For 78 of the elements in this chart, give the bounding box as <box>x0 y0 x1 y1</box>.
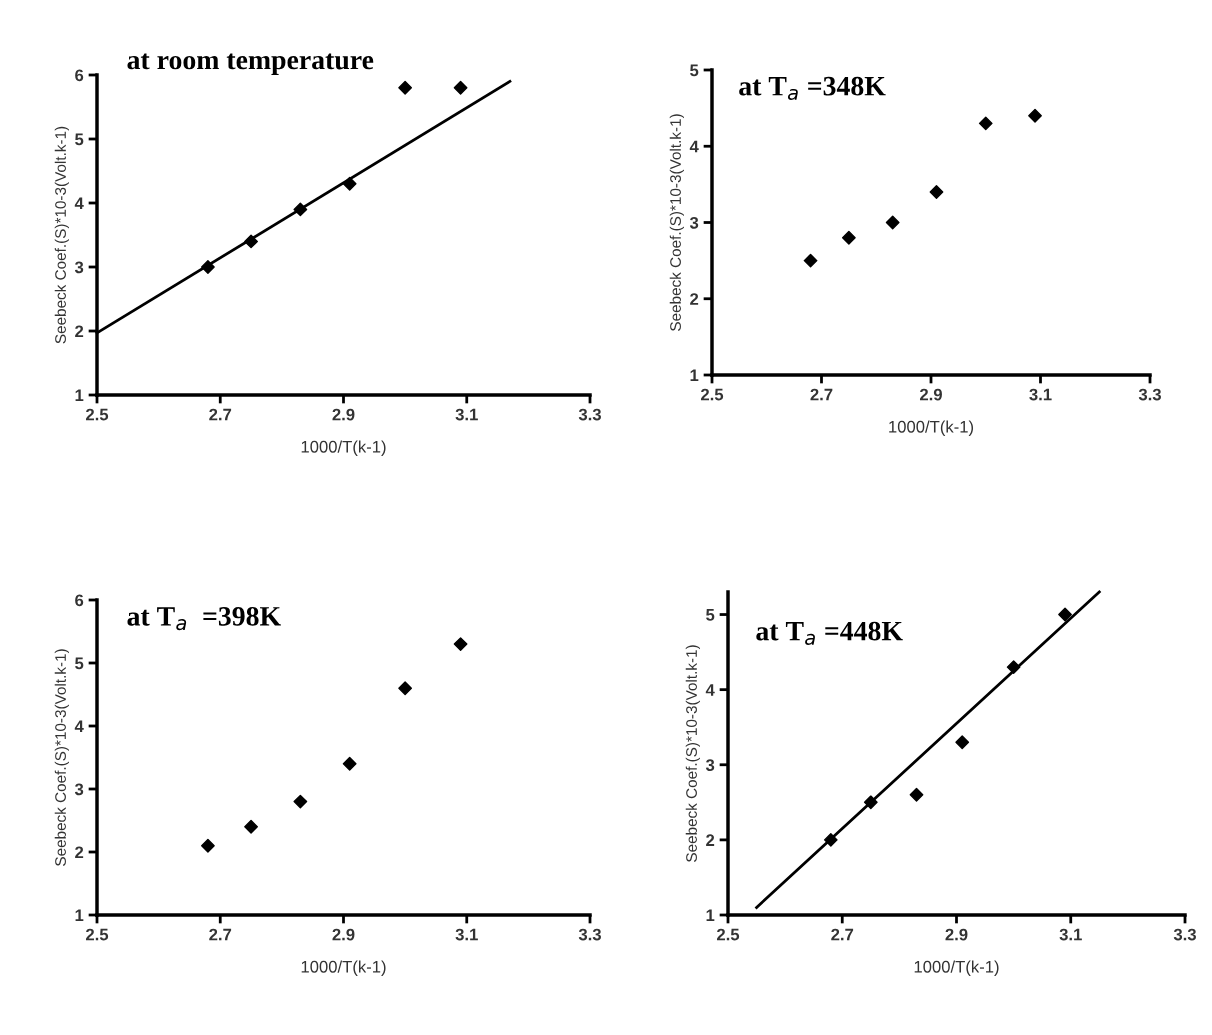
point <box>885 215 900 230</box>
x-axis-title: 1000/T(k-1) <box>301 440 386 456</box>
point <box>244 819 258 834</box>
y-tick-label: 2 <box>75 846 84 859</box>
point <box>823 832 838 847</box>
x-axis-title: 1000/T(k-1) <box>914 960 999 976</box>
chart-title: at T$_{a}$ =348K <box>739 76 886 101</box>
y-axis-title: Seebeck Coef.(S)*10-3(Volt.k-1) <box>669 114 684 331</box>
y-tick-label: 1 <box>706 909 715 922</box>
y-tick-label: 4 <box>689 140 699 153</box>
x-tick-label: 2.9 <box>945 928 968 941</box>
x-tick-label: 2.7 <box>209 408 232 421</box>
x-tick-label: 3.3 <box>578 408 601 421</box>
point <box>293 202 308 217</box>
y-tick-label: 6 <box>75 69 84 82</box>
point <box>342 176 357 191</box>
point <box>453 637 468 652</box>
point <box>1058 607 1072 622</box>
point <box>293 794 308 809</box>
point <box>929 185 944 199</box>
x-tick-label: 3.3 <box>578 928 601 941</box>
y-axis-title: Seebeck Coef.(S)*10-3(Volt.k-1) <box>54 126 69 344</box>
x-axis-title: 1000/T(k-1) <box>301 960 386 976</box>
point <box>201 838 215 853</box>
point <box>1028 108 1042 123</box>
x-tick-label: 2.5 <box>700 388 724 401</box>
x-tick-label: 2.7 <box>810 388 833 401</box>
x-tick-label: 2.5 <box>716 928 740 941</box>
y-tick-label: 5 <box>706 609 715 621</box>
y-tick-label: 2 <box>690 293 699 305</box>
x-tick-label: 3.3 <box>1173 928 1196 941</box>
y-tick-label: 4 <box>74 197 84 210</box>
point <box>803 253 818 268</box>
x-tick-label: 3.1 <box>455 928 478 941</box>
point <box>244 234 258 249</box>
y-tick-label: 3 <box>74 261 84 274</box>
point <box>955 735 970 750</box>
y-tick-label: 3 <box>689 216 699 229</box>
point <box>398 681 413 696</box>
point <box>978 116 993 131</box>
y-axis-title: Seebeck Coef.(S)*10-3(Volt.k-1) <box>54 649 69 866</box>
x-tick-label: 2.9 <box>332 928 355 941</box>
point <box>909 787 924 802</box>
y-tick-label: 5 <box>690 64 699 77</box>
x-tick-label: 2.5 <box>85 928 109 941</box>
x-tick-label: 2.9 <box>332 408 355 421</box>
y-tick-label: 4 <box>705 684 715 696</box>
y-tick-label: 3 <box>74 783 84 796</box>
y-axis-title: Seebeck Coef.(S)*10-3(Volt.k-1) <box>685 645 700 862</box>
point <box>841 230 856 245</box>
x-tick-label: 2.5 <box>85 408 109 421</box>
y-tick-label: 3 <box>705 759 715 771</box>
y-tick-label: 5 <box>75 133 84 146</box>
y-tick-label: 2 <box>706 834 715 846</box>
y-tick-label: 5 <box>75 657 84 670</box>
text: at T$_{a}$ =448K <box>756 621 903 646</box>
x-tick-label: 3.1 <box>455 408 478 421</box>
y-tick-label: 1 <box>75 389 84 402</box>
y-tick-label: 1 <box>690 369 699 382</box>
chart-title: at T$_{a}$ =398K <box>127 606 281 631</box>
point <box>1006 660 1021 675</box>
point <box>342 756 357 771</box>
x-tick-label: 2.9 <box>919 388 942 401</box>
y-tick-label: 1 <box>75 909 84 922</box>
point <box>453 80 468 95</box>
x-tick-label: 2.7 <box>209 928 232 941</box>
x-tick-label: 2.7 <box>831 928 854 941</box>
x-tick-label: 3.1 <box>1029 388 1052 401</box>
chart-title: at room temperature <box>127 53 374 75</box>
x-axis-title: 1000/T(k-1) <box>889 420 974 436</box>
point <box>398 80 413 95</box>
point <box>201 260 215 274</box>
x-tick-label: 3.1 <box>1059 928 1082 941</box>
x-tick-label: 3.3 <box>1138 388 1161 401</box>
y-tick-label: 2 <box>75 325 84 338</box>
y-tick-label: 4 <box>74 720 84 733</box>
y-tick-label: 6 <box>75 594 84 607</box>
point <box>863 795 878 810</box>
